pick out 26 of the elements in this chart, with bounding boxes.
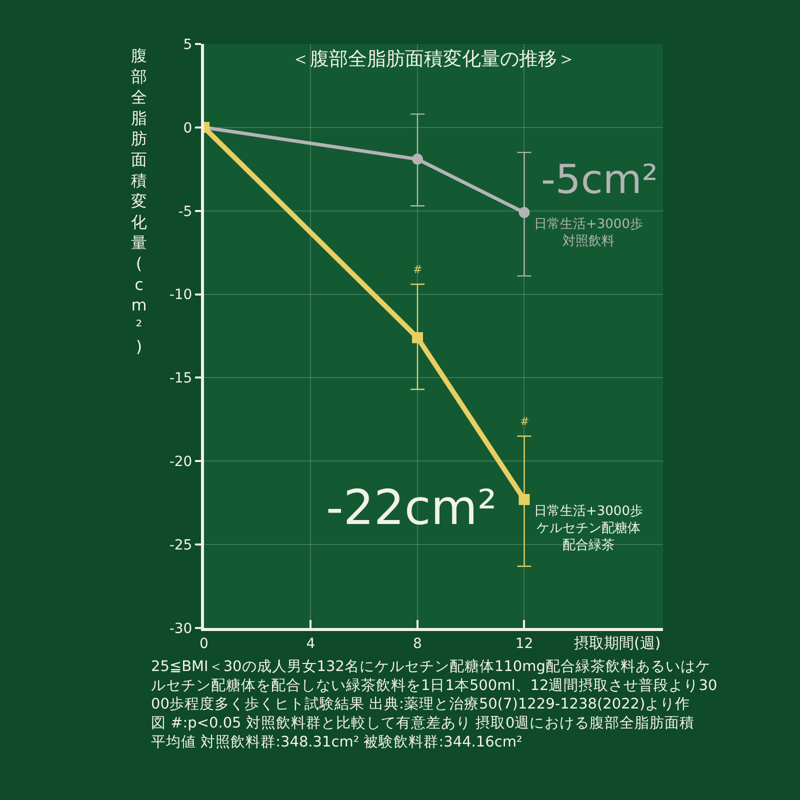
y-tick-label: -5 — [178, 204, 192, 220]
y-tick-label: -10 — [169, 287, 192, 304]
point — [412, 154, 423, 165]
text: 腹部全脂肪面積変化量(cm²) — [131, 46, 147, 356]
point — [518, 207, 530, 218]
series-label: 日常生活+3000歩ケルセチン配糖体配合緑茶 — [534, 504, 643, 553]
annotation: -5cm² — [541, 157, 658, 203]
y-tick-label: -25 — [169, 537, 192, 554]
point — [412, 332, 423, 344]
y-tick-label: -15 — [169, 370, 192, 387]
x-tick-label: 8 — [413, 636, 422, 652]
x-axis-title: 摂取期間(週) — [574, 634, 661, 652]
x-tick-label: 4 — [306, 636, 316, 652]
chart-title: ＜腹部全脂肪面積変化量の推移＞ — [291, 48, 576, 70]
annotation: # — [413, 263, 422, 276]
y-tick-label: 5 — [183, 36, 192, 53]
text: 25≦BMI＜30の成人男女132名にケルセチン配糖体110mg配合緑茶飲料あるいはケルセチン配糖体を配合しない緑茶飲料を1日1本500ml、12週間摂取させ普段より3000歩程度多く歩くヒト試験結果 出典:薬理と治療50(7)1229-1238(2022)より作図 #:p<0.05 対照飲料群と比較して有意差あり 摂取0週における腹部全脂肪面積平均値 対照飲料群:348.31cm² 被験飲料群:344.16cm² — [151, 658, 718, 750]
x-tick-label: 12 — [515, 636, 534, 652]
annotation: -22cm² — [326, 480, 497, 536]
point — [518, 494, 530, 506]
x-tick-label: 0 — [200, 636, 208, 652]
y-tick-label: -30 — [169, 620, 192, 637]
y-tick-label: -20 — [169, 454, 192, 470]
series-label: 日常生活+3000歩対照飲料 — [534, 217, 643, 249]
y-tick-label: 0 — [183, 120, 192, 136]
annotation: # — [520, 415, 530, 428]
